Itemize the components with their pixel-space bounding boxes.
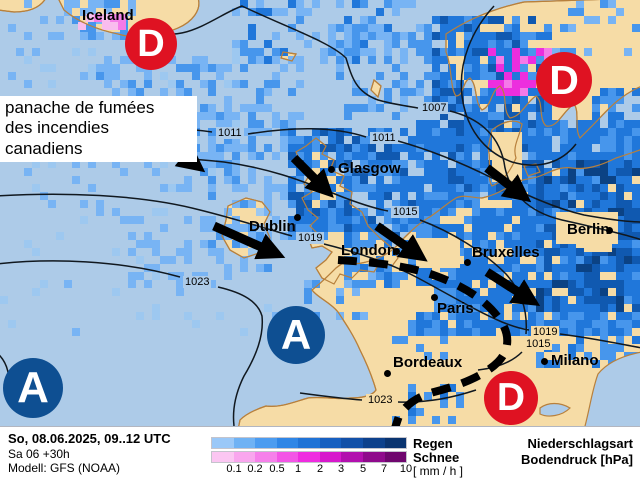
rain-scale-segment bbox=[212, 438, 234, 448]
isobar-value-label: 1011 bbox=[216, 127, 244, 139]
snow-scale-segment bbox=[255, 452, 277, 462]
scale-tick-label: 7 bbox=[380, 463, 388, 475]
precip-type-label: Niederschlagsart bbox=[527, 436, 634, 451]
rain-scale-segment bbox=[233, 438, 256, 448]
annotation-line: panache de fumées bbox=[5, 98, 155, 117]
scale-tick-label: 0.1 bbox=[226, 463, 242, 475]
city-label: Milano bbox=[551, 352, 599, 369]
dry-land-patch bbox=[584, 240, 612, 252]
isobar-value-label: 1015 bbox=[391, 206, 420, 218]
scale-tick-label: 2 bbox=[316, 463, 324, 475]
snow-scale-segment bbox=[233, 452, 256, 462]
coastline bbox=[370, 78, 382, 99]
low-pressure-center: D bbox=[484, 371, 538, 425]
city-label: Paris bbox=[437, 300, 474, 317]
scale-tick-label: 1 bbox=[294, 463, 302, 475]
dry-land-patch bbox=[400, 286, 434, 312]
snow-scale-segment bbox=[276, 452, 299, 462]
city-label: Iceland bbox=[82, 7, 134, 24]
map-type-label: Niederschlagsart Bodendruck [hPa] bbox=[521, 436, 633, 468]
rain-color-scale bbox=[211, 437, 407, 449]
scale-tick-label: 3 bbox=[337, 463, 345, 475]
city-label: Bordeaux bbox=[393, 354, 463, 371]
dry-land-patch bbox=[416, 238, 460, 268]
city-label: Dublin bbox=[249, 218, 296, 235]
model-run: Sa 06 +30h bbox=[8, 447, 70, 461]
city-dot bbox=[464, 259, 471, 266]
isobar-value-label: 1023 bbox=[183, 276, 212, 288]
smoke-direction-arrow bbox=[374, 222, 428, 262]
isobar-value-label: 1019 bbox=[531, 326, 560, 338]
rain-legend-label: Regen bbox=[413, 436, 453, 451]
rain-scale-segment bbox=[255, 438, 277, 448]
coastline bbox=[445, 0, 640, 139]
smoke-annotation: panache de fumées des incendies canadien… bbox=[0, 96, 197, 163]
snow-scale-segment bbox=[341, 452, 363, 462]
city-dot bbox=[294, 214, 301, 221]
snow-scale-segment bbox=[298, 452, 320, 462]
isobar-line bbox=[0, 193, 640, 349]
smoke-plume-dashed-track bbox=[337, 256, 512, 428]
scale-tick-label: 10 bbox=[399, 463, 413, 475]
city-dot bbox=[393, 248, 400, 255]
isobars bbox=[0, 5, 640, 427]
isobar-line bbox=[460, 5, 577, 166]
city-dot bbox=[541, 358, 548, 365]
scale-tick-label: 0.2 bbox=[247, 463, 263, 475]
rain-scale-segment bbox=[298, 438, 320, 448]
city-dot bbox=[328, 166, 335, 173]
smoke-direction-arrow bbox=[484, 164, 532, 203]
snow-color-scale bbox=[211, 451, 407, 463]
isobar-value-label: 1023 bbox=[366, 394, 395, 406]
scale-tick-label: 5 bbox=[359, 463, 367, 475]
footer-bar: So, 08.06.2025, 09..12 UTC Sa 06 +30h Mo… bbox=[0, 426, 640, 478]
high-pressure-center: A bbox=[267, 306, 325, 364]
unit-label: [ mm / h ] bbox=[413, 464, 464, 478]
city-label: Berlin bbox=[567, 221, 610, 238]
city-label: Bruxelles bbox=[472, 244, 540, 261]
annotation-line: canadiens bbox=[5, 138, 83, 158]
rain-scale-segment bbox=[384, 438, 407, 448]
snow-scale-segment bbox=[362, 452, 385, 462]
rain-scale-segment bbox=[276, 438, 299, 448]
city-label: London bbox=[341, 242, 396, 259]
smoke-direction-arrow bbox=[484, 268, 541, 307]
annotation-line: des incendies bbox=[5, 118, 109, 138]
snow-legend-label: Schnee bbox=[413, 450, 460, 465]
isobar-value-label: 1015 bbox=[524, 338, 553, 350]
sea-polygon bbox=[539, 402, 571, 417]
rain-scale-segment bbox=[362, 438, 385, 448]
isobar-line bbox=[139, 5, 419, 109]
rain-scale-segment bbox=[341, 438, 363, 448]
isobar-value-label: 1007 bbox=[420, 102, 449, 114]
scale-tick-label: 0.5 bbox=[269, 463, 285, 475]
snow-scale-segment bbox=[384, 452, 407, 462]
rain-scale-segment bbox=[319, 438, 342, 448]
isobar-value-label: 1011 bbox=[370, 132, 398, 144]
low-pressure-center: D bbox=[536, 52, 592, 108]
city-dot bbox=[431, 294, 438, 301]
coastline bbox=[280, 51, 297, 62]
sea-polygon bbox=[583, 351, 640, 428]
smoke-direction-arrow bbox=[212, 221, 286, 260]
city-dot bbox=[606, 227, 613, 234]
model-name: Modell: GFS (NOAA) bbox=[8, 461, 121, 475]
coastline bbox=[0, 0, 46, 13]
pressure-label: Bodendruck [hPa] bbox=[521, 452, 633, 467]
smoke-direction-arrow bbox=[290, 154, 334, 198]
low-pressure-center: D bbox=[125, 18, 177, 70]
city-label: Glasgow bbox=[338, 160, 401, 177]
snow-scale-segment bbox=[319, 452, 342, 462]
snow-scale-segment bbox=[212, 452, 234, 462]
high-pressure-center: A bbox=[3, 358, 63, 418]
europe-precipitation-map bbox=[0, 0, 640, 428]
valid-time: So, 08.06.2025, 09..12 UTC bbox=[8, 431, 171, 446]
isobar-value-label: 1019 bbox=[296, 232, 325, 244]
map-area: panache de fumées des incendies canadien… bbox=[0, 0, 640, 428]
isobar-line bbox=[0, 260, 264, 427]
city-dot bbox=[384, 370, 391, 377]
